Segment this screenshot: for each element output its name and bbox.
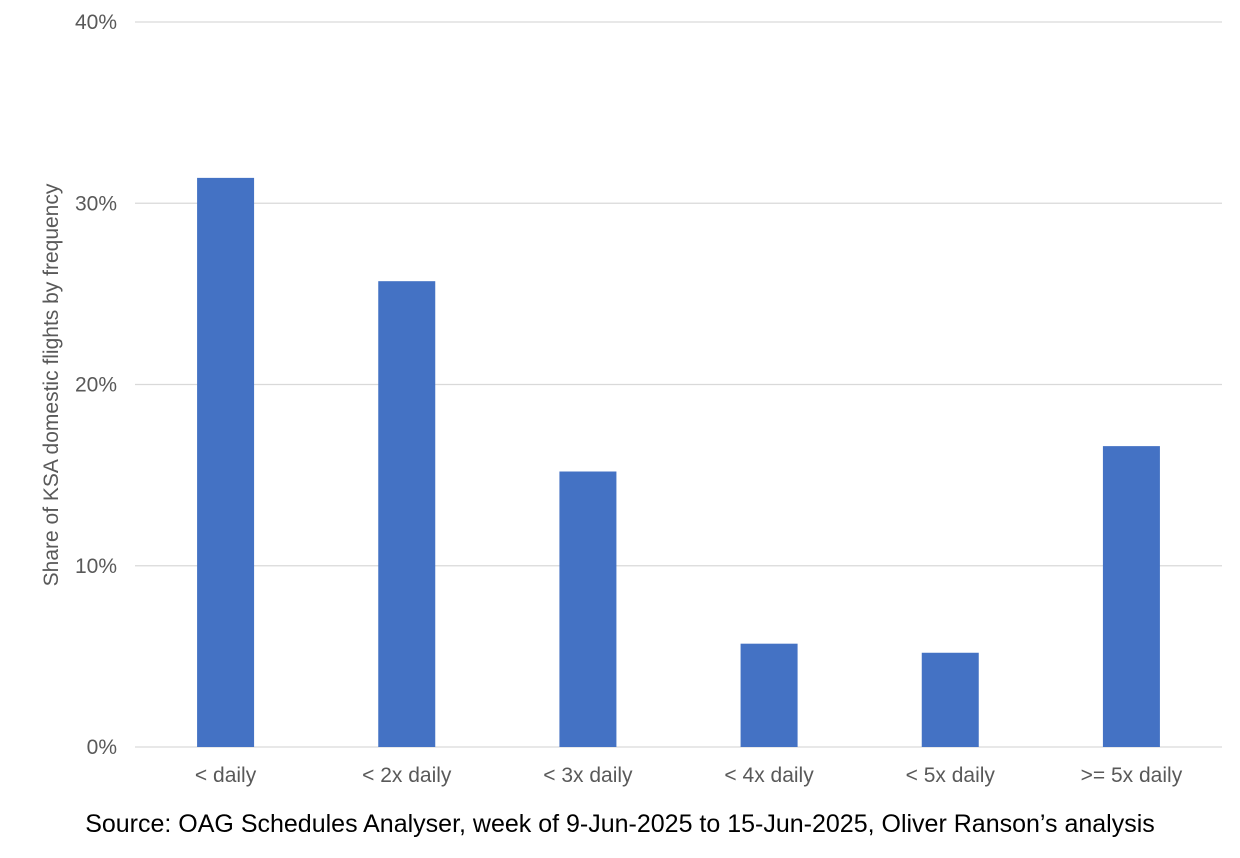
bar	[378, 281, 436, 747]
y-tick-label: 0%	[87, 736, 117, 759]
x-tick-label: < 3x daily	[543, 764, 633, 787]
x-tick-label: >= 5x daily	[1081, 764, 1183, 787]
x-axis-ticks: < daily < 2x daily < 3x daily < 4x daily < 5…	[195, 764, 1183, 787]
y-tick-label: 20%	[75, 374, 117, 397]
y-tick-label: 10%	[75, 555, 117, 578]
bar-chart: 0% 10% 20% 30% 40% < daily < 2x daily < 3x dai…	[40, 11, 1222, 787]
bar	[1102, 446, 1160, 747]
x-tick-label: < 5x daily	[906, 764, 996, 787]
y-tick-label: 30%	[75, 192, 117, 215]
bars	[197, 177, 1160, 747]
source-note: Source: OAG Schedules Analyser, week of …	[85, 810, 1155, 838]
x-tick-label: < daily	[195, 764, 257, 787]
y-tick-label: 40%	[75, 11, 117, 34]
y-axis-label: Share of KSA domestic flights by frequen…	[40, 183, 63, 586]
gridlines	[135, 21, 1222, 748]
bar	[559, 471, 617, 747]
y-axis-ticks: 0% 10% 20% 30% 40%	[75, 11, 117, 759]
bar	[921, 652, 979, 747]
bar	[740, 643, 798, 747]
x-tick-label: < 2x daily	[362, 764, 452, 787]
bar	[197, 177, 255, 747]
x-tick-label: < 4x daily	[724, 764, 814, 787]
